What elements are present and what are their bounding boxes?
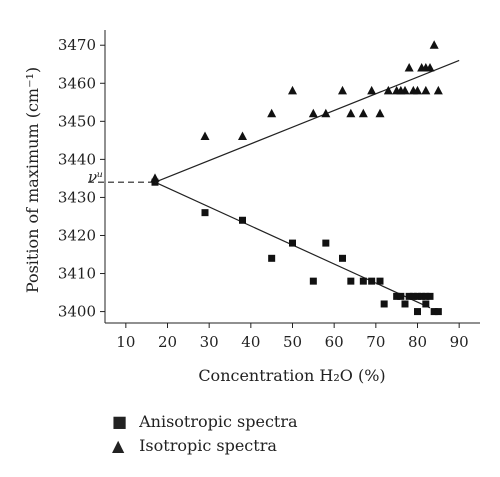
data-point-isotropic bbox=[358, 108, 368, 118]
x-axis-title: Concentration H₂O (%) bbox=[198, 366, 385, 385]
data-point-anisotropic bbox=[430, 308, 438, 316]
data-point-anisotropic bbox=[418, 292, 426, 300]
data-point-isotropic bbox=[375, 108, 385, 118]
y-axis: 3400 3410 3420 3430 3440 3450 3460 3470 bbox=[58, 30, 106, 323]
y-tick-label: 3470 bbox=[58, 36, 96, 54]
x-tick-label: 90 bbox=[450, 333, 469, 351]
data-point-isotropic bbox=[346, 108, 356, 118]
data-point-isotropic bbox=[150, 173, 160, 182]
data-point-anisotropic bbox=[414, 292, 421, 300]
data-point-isotropic bbox=[433, 85, 443, 95]
y-tick-label: 3460 bbox=[58, 74, 96, 92]
data-point-anisotropic bbox=[426, 292, 434, 300]
data-point-anisotropic bbox=[414, 308, 421, 316]
data-point-isotropic bbox=[367, 85, 377, 95]
data-point-anisotropic bbox=[368, 277, 376, 285]
nu-u-annotation: νᵘ bbox=[88, 168, 103, 186]
legend-label: Isotropic spectra bbox=[139, 436, 277, 455]
x-tick-label: 50 bbox=[283, 333, 302, 351]
x-axis: 10 20 30 40 50 60 70 80 90 bbox=[105, 322, 480, 351]
legend: ■ Anisotropic spectra ▲ Isotropic spectr… bbox=[112, 412, 298, 460]
y-axis-title: Position of maximum (cm⁻¹) bbox=[23, 67, 42, 293]
triangle-marker-icon: ▲ bbox=[112, 436, 125, 455]
data-point-isotropic bbox=[267, 108, 277, 118]
legend-item-anisotropic: ■ Anisotropic spectra bbox=[112, 412, 298, 436]
data-point-anisotropic bbox=[268, 254, 276, 262]
x-tick-label: 30 bbox=[200, 333, 219, 351]
data-point-anisotropic bbox=[239, 216, 246, 224]
x-tick-label: 10 bbox=[116, 333, 135, 351]
legend-item-isotropic: ▲ Isotropic spectra bbox=[112, 436, 298, 460]
data-point-isotropic bbox=[404, 63, 414, 72]
square-marker-icon: ■ bbox=[112, 412, 128, 431]
x-tick-label: 80 bbox=[408, 333, 427, 351]
data-point-anisotropic bbox=[322, 239, 330, 247]
data-point-anisotropic bbox=[359, 277, 367, 285]
data-point-isotropic bbox=[238, 131, 247, 141]
data-point-anisotropic bbox=[309, 277, 317, 285]
x-tick-label: 70 bbox=[366, 333, 385, 351]
data-point-anisotropic bbox=[201, 209, 209, 217]
y-tick-label: 3440 bbox=[58, 150, 96, 168]
data-point-anisotropic bbox=[434, 308, 442, 316]
data-point-anisotropic bbox=[347, 277, 355, 285]
data-point-isotropic bbox=[308, 108, 318, 118]
x-tick-label: 60 bbox=[325, 333, 344, 351]
data-point-anisotropic bbox=[397, 292, 405, 300]
data-point-isotropic bbox=[383, 85, 393, 95]
data-point-anisotropic bbox=[289, 239, 296, 247]
fit-line-isotropic bbox=[154, 59, 460, 183]
data-point-anisotropic bbox=[393, 292, 401, 300]
data-point-anisotropic bbox=[380, 300, 388, 308]
y-tick-label: 3420 bbox=[58, 226, 96, 244]
y-tick-label: 3430 bbox=[58, 188, 96, 206]
data-point-anisotropic bbox=[376, 277, 384, 285]
data-point-isotropic bbox=[338, 85, 347, 95]
y-tick-label: 3450 bbox=[58, 112, 96, 130]
y-tick-label: 3400 bbox=[58, 303, 96, 321]
data-point-isotropic bbox=[413, 85, 422, 95]
x-tick-label: 20 bbox=[158, 333, 177, 351]
data-point-anisotropic bbox=[405, 292, 413, 300]
data-point-isotropic bbox=[425, 63, 435, 72]
data-point-isotropic bbox=[429, 40, 439, 49]
data-point-anisotropic bbox=[422, 292, 430, 300]
data-point-isotropic bbox=[321, 108, 331, 118]
data-point-anisotropic bbox=[422, 300, 430, 308]
data-point-anisotropic bbox=[339, 254, 346, 262]
data-point-isotropic bbox=[400, 85, 410, 95]
data-point-anisotropic bbox=[401, 300, 409, 308]
data-point-isotropic bbox=[200, 131, 210, 141]
plot-area bbox=[88, 40, 460, 316]
x-tick-label: 40 bbox=[241, 333, 260, 351]
data-point-isotropic bbox=[288, 85, 297, 95]
data-point-anisotropic bbox=[409, 292, 417, 300]
legend-label: Anisotropic spectra bbox=[139, 412, 298, 431]
data-point-isotropic bbox=[421, 85, 431, 95]
y-tick-label: 3410 bbox=[58, 265, 96, 283]
